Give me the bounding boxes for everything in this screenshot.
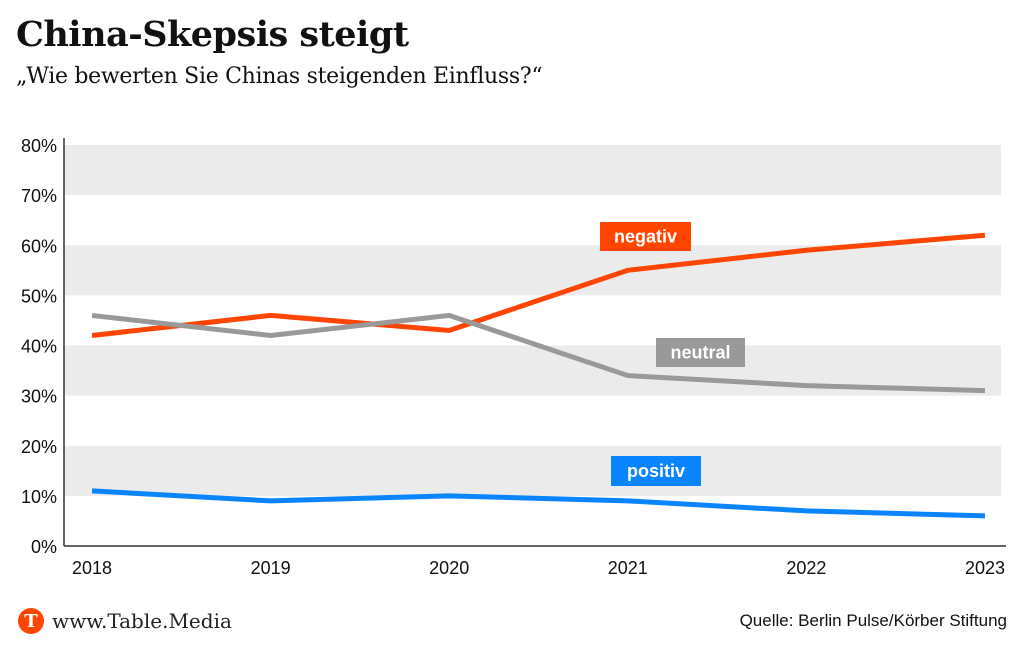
chart-subtitle: „Wie bewerten Sie Chinas steigenden Einf…	[16, 64, 543, 89]
table-media-logo-icon: T	[18, 608, 44, 634]
x-axis-ticks: 2018 2019 2020 2021 2022 2023	[72, 558, 1005, 578]
x-tick-label: 2023	[965, 558, 1005, 578]
series-line-negativ	[91, 232, 986, 338]
grid-band	[64, 245, 1001, 296]
grid-band	[64, 445, 1001, 496]
y-tick-label: 10%	[21, 487, 57, 507]
series-label-box	[656, 338, 745, 367]
brand-url: www.Table.Media	[52, 609, 232, 633]
y-tick-label: 60%	[21, 236, 57, 256]
x-tick-label: 2022	[786, 558, 826, 578]
grid-bands	[64, 145, 1001, 496]
grid-band	[64, 145, 1001, 196]
x-tick-label: 2021	[608, 558, 648, 578]
y-tick-label: 40%	[21, 337, 57, 357]
series-label-text: positiv	[627, 461, 685, 481]
y-axis-ticks: 0% 10% 20% 30% 40% 50% 60% 70% 80%	[21, 136, 57, 557]
line-chart: 0%10%20%30%40%50%60%70%80% 2018 2019 2020 2…	[21, 136, 1006, 578]
series-lines	[91, 232, 986, 519]
series-label-text: neutral	[670, 343, 730, 363]
series-label-neutral: neutral	[656, 338, 745, 367]
series-labels: negativ neutral positiv	[600, 222, 745, 486]
series-label-box	[600, 222, 691, 251]
x-tick-label: 2018	[72, 558, 112, 578]
y-tick-label: 70%	[21, 186, 57, 206]
series-label-text: negativ	[614, 227, 677, 247]
series-label-positiv: positiv	[611, 456, 701, 486]
series-label-box	[611, 456, 701, 486]
chart-title: China-Skepsis steigt	[16, 14, 409, 55]
y-tick-label: 0%	[31, 537, 57, 557]
x-tick-label: 2019	[251, 558, 291, 578]
y-tick-label: 50%	[21, 286, 57, 306]
brand: T www.Table.Media	[18, 608, 232, 634]
y-tick-label: 80%	[21, 136, 57, 156]
series-line-positiv	[91, 488, 986, 519]
x-tick-label: 2020	[429, 558, 469, 578]
y-tick-label: 30%	[21, 387, 57, 407]
series-label-negativ: negativ	[600, 222, 691, 251]
series-line-neutral	[91, 312, 986, 394]
y-tick-label: 20%	[21, 437, 57, 457]
source-note: Quelle: Berlin Pulse/Körber Stiftung	[739, 611, 1007, 630]
